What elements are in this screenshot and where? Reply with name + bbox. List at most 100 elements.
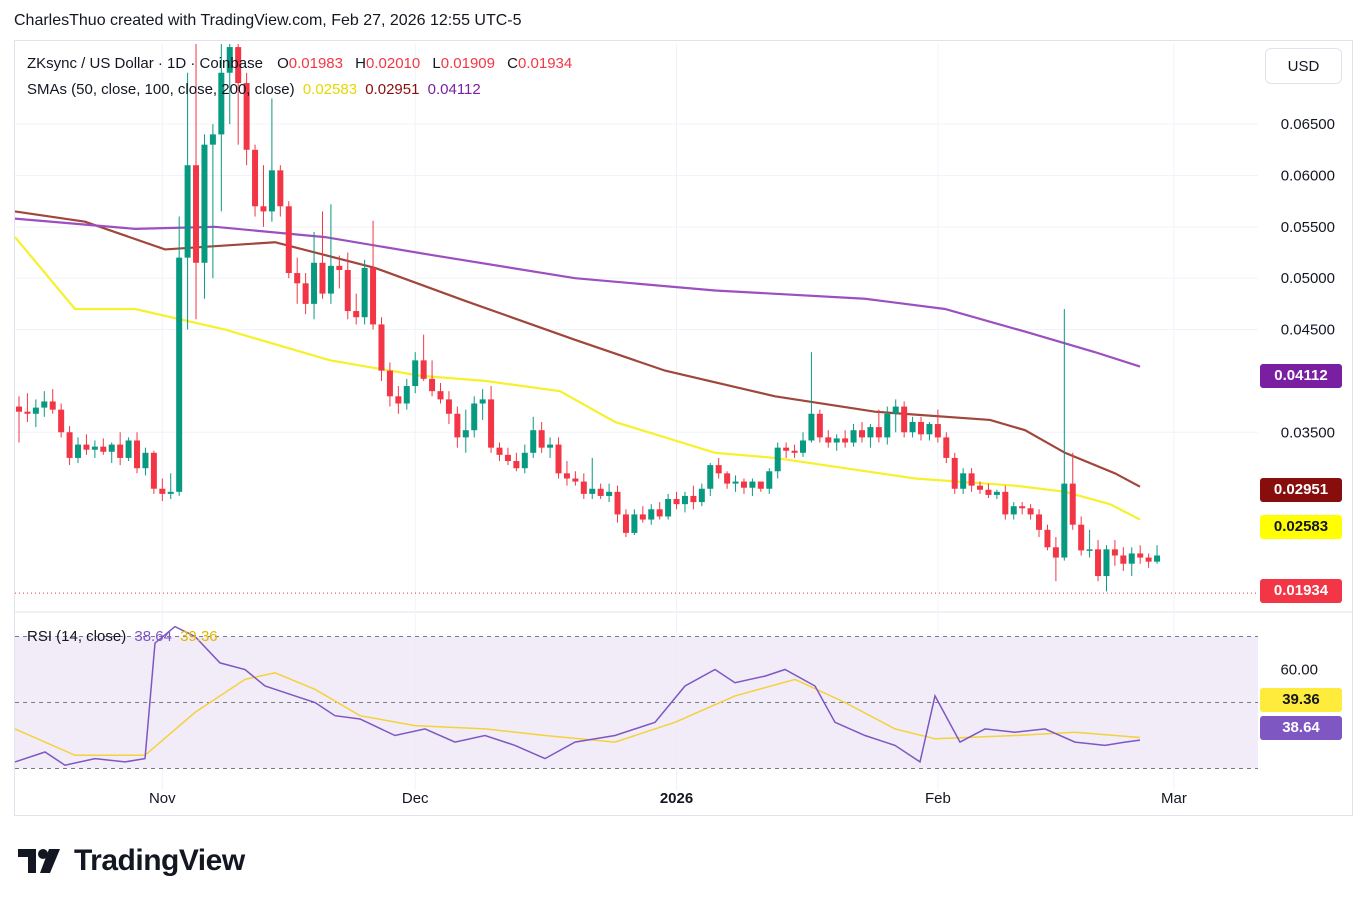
candle-body [403, 386, 410, 404]
candle [631, 509, 638, 535]
candle-body [859, 430, 865, 438]
candle [977, 481, 984, 494]
candle-body [66, 432, 73, 458]
candle-body [209, 134, 216, 145]
candle [1061, 308, 1068, 561]
candle [429, 360, 436, 397]
candle [918, 416, 925, 441]
candle [32, 399, 39, 428]
candle [825, 430, 832, 448]
candle-body [327, 265, 334, 294]
chart-frame [14, 40, 1353, 816]
candle-body [977, 485, 984, 490]
candle [842, 430, 849, 448]
candle [833, 434, 840, 451]
candle [302, 273, 309, 315]
candle-body [91, 446, 98, 450]
candle-body [850, 430, 857, 443]
candle [555, 437, 562, 479]
candle-body [361, 267, 368, 318]
rsi-ma-line [14, 672, 1141, 757]
candle-body [488, 399, 495, 448]
candle [1052, 537, 1059, 582]
candle [462, 409, 469, 453]
candle [336, 255, 343, 289]
candle [513, 452, 520, 472]
candle [934, 409, 941, 443]
candle-body [1027, 508, 1034, 515]
candle-body [176, 257, 183, 492]
sma200-line [14, 217, 1141, 368]
currency-button[interactable]: USD [1265, 48, 1342, 84]
candle-body [960, 473, 967, 489]
candle-body [218, 72, 225, 135]
candle-body [395, 396, 402, 404]
candle-body [462, 430, 469, 438]
candle [268, 98, 275, 222]
candle-body [412, 360, 419, 387]
candle [83, 434, 90, 455]
tradingview-logo-icon [18, 849, 60, 873]
candle [1128, 547, 1135, 577]
candle-body [117, 444, 124, 458]
candle [201, 134, 208, 299]
time-tick-label: 2026 [660, 790, 693, 807]
candle-body [580, 481, 587, 494]
candle-body [193, 165, 200, 263]
candle [378, 317, 385, 381]
candle [294, 257, 301, 304]
candle [1027, 504, 1034, 520]
candle-body [707, 465, 714, 489]
candle-body [614, 491, 621, 515]
candle [740, 478, 747, 494]
candles [16, 44, 1161, 592]
candle [867, 424, 874, 448]
candle-body [631, 514, 638, 533]
candle-body [622, 514, 629, 533]
symbol-title: ZKsync / US Dollar · 1D · Coinbase [27, 55, 263, 72]
candle-body [150, 452, 157, 489]
candle-body [926, 424, 933, 435]
candle [673, 491, 680, 510]
candle-body [690, 495, 697, 503]
candle [665, 493, 672, 520]
sma100-value: 0.02951 [365, 81, 420, 98]
sma50-line [14, 236, 1141, 521]
candle-body [934, 424, 941, 438]
open-label: O [277, 55, 289, 72]
candle-body [319, 262, 326, 294]
candle-body [943, 437, 950, 458]
candle [471, 396, 478, 438]
candle-body [867, 427, 874, 438]
candle [420, 334, 427, 381]
rsi-value: 38.64 [134, 628, 172, 645]
candle-body [1036, 514, 1043, 530]
candle-body [530, 430, 537, 453]
candle-body [555, 444, 562, 474]
price-tick-label: 0.03500 [1281, 424, 1335, 441]
candle [521, 444, 528, 474]
candle [993, 489, 1000, 500]
candle-body [774, 447, 781, 472]
candle-body [429, 378, 436, 392]
candle [142, 447, 149, 476]
candle [285, 201, 292, 279]
candle [167, 473, 174, 500]
candle-body [842, 438, 849, 443]
candle [117, 432, 124, 466]
candle-body [1154, 555, 1161, 562]
candle [496, 442, 503, 462]
rsi-ma-tag: 39.36 [1260, 688, 1342, 712]
candle-body [1044, 529, 1051, 548]
candle-body [1061, 483, 1068, 558]
candle [791, 444, 798, 458]
candle-body [32, 407, 39, 414]
candle-body [108, 444, 115, 452]
candle [108, 442, 115, 464]
close-value: 0.01934 [518, 55, 573, 72]
candle [125, 437, 132, 462]
candle [1002, 485, 1009, 520]
candle-body [1137, 553, 1144, 558]
candle [479, 389, 486, 420]
